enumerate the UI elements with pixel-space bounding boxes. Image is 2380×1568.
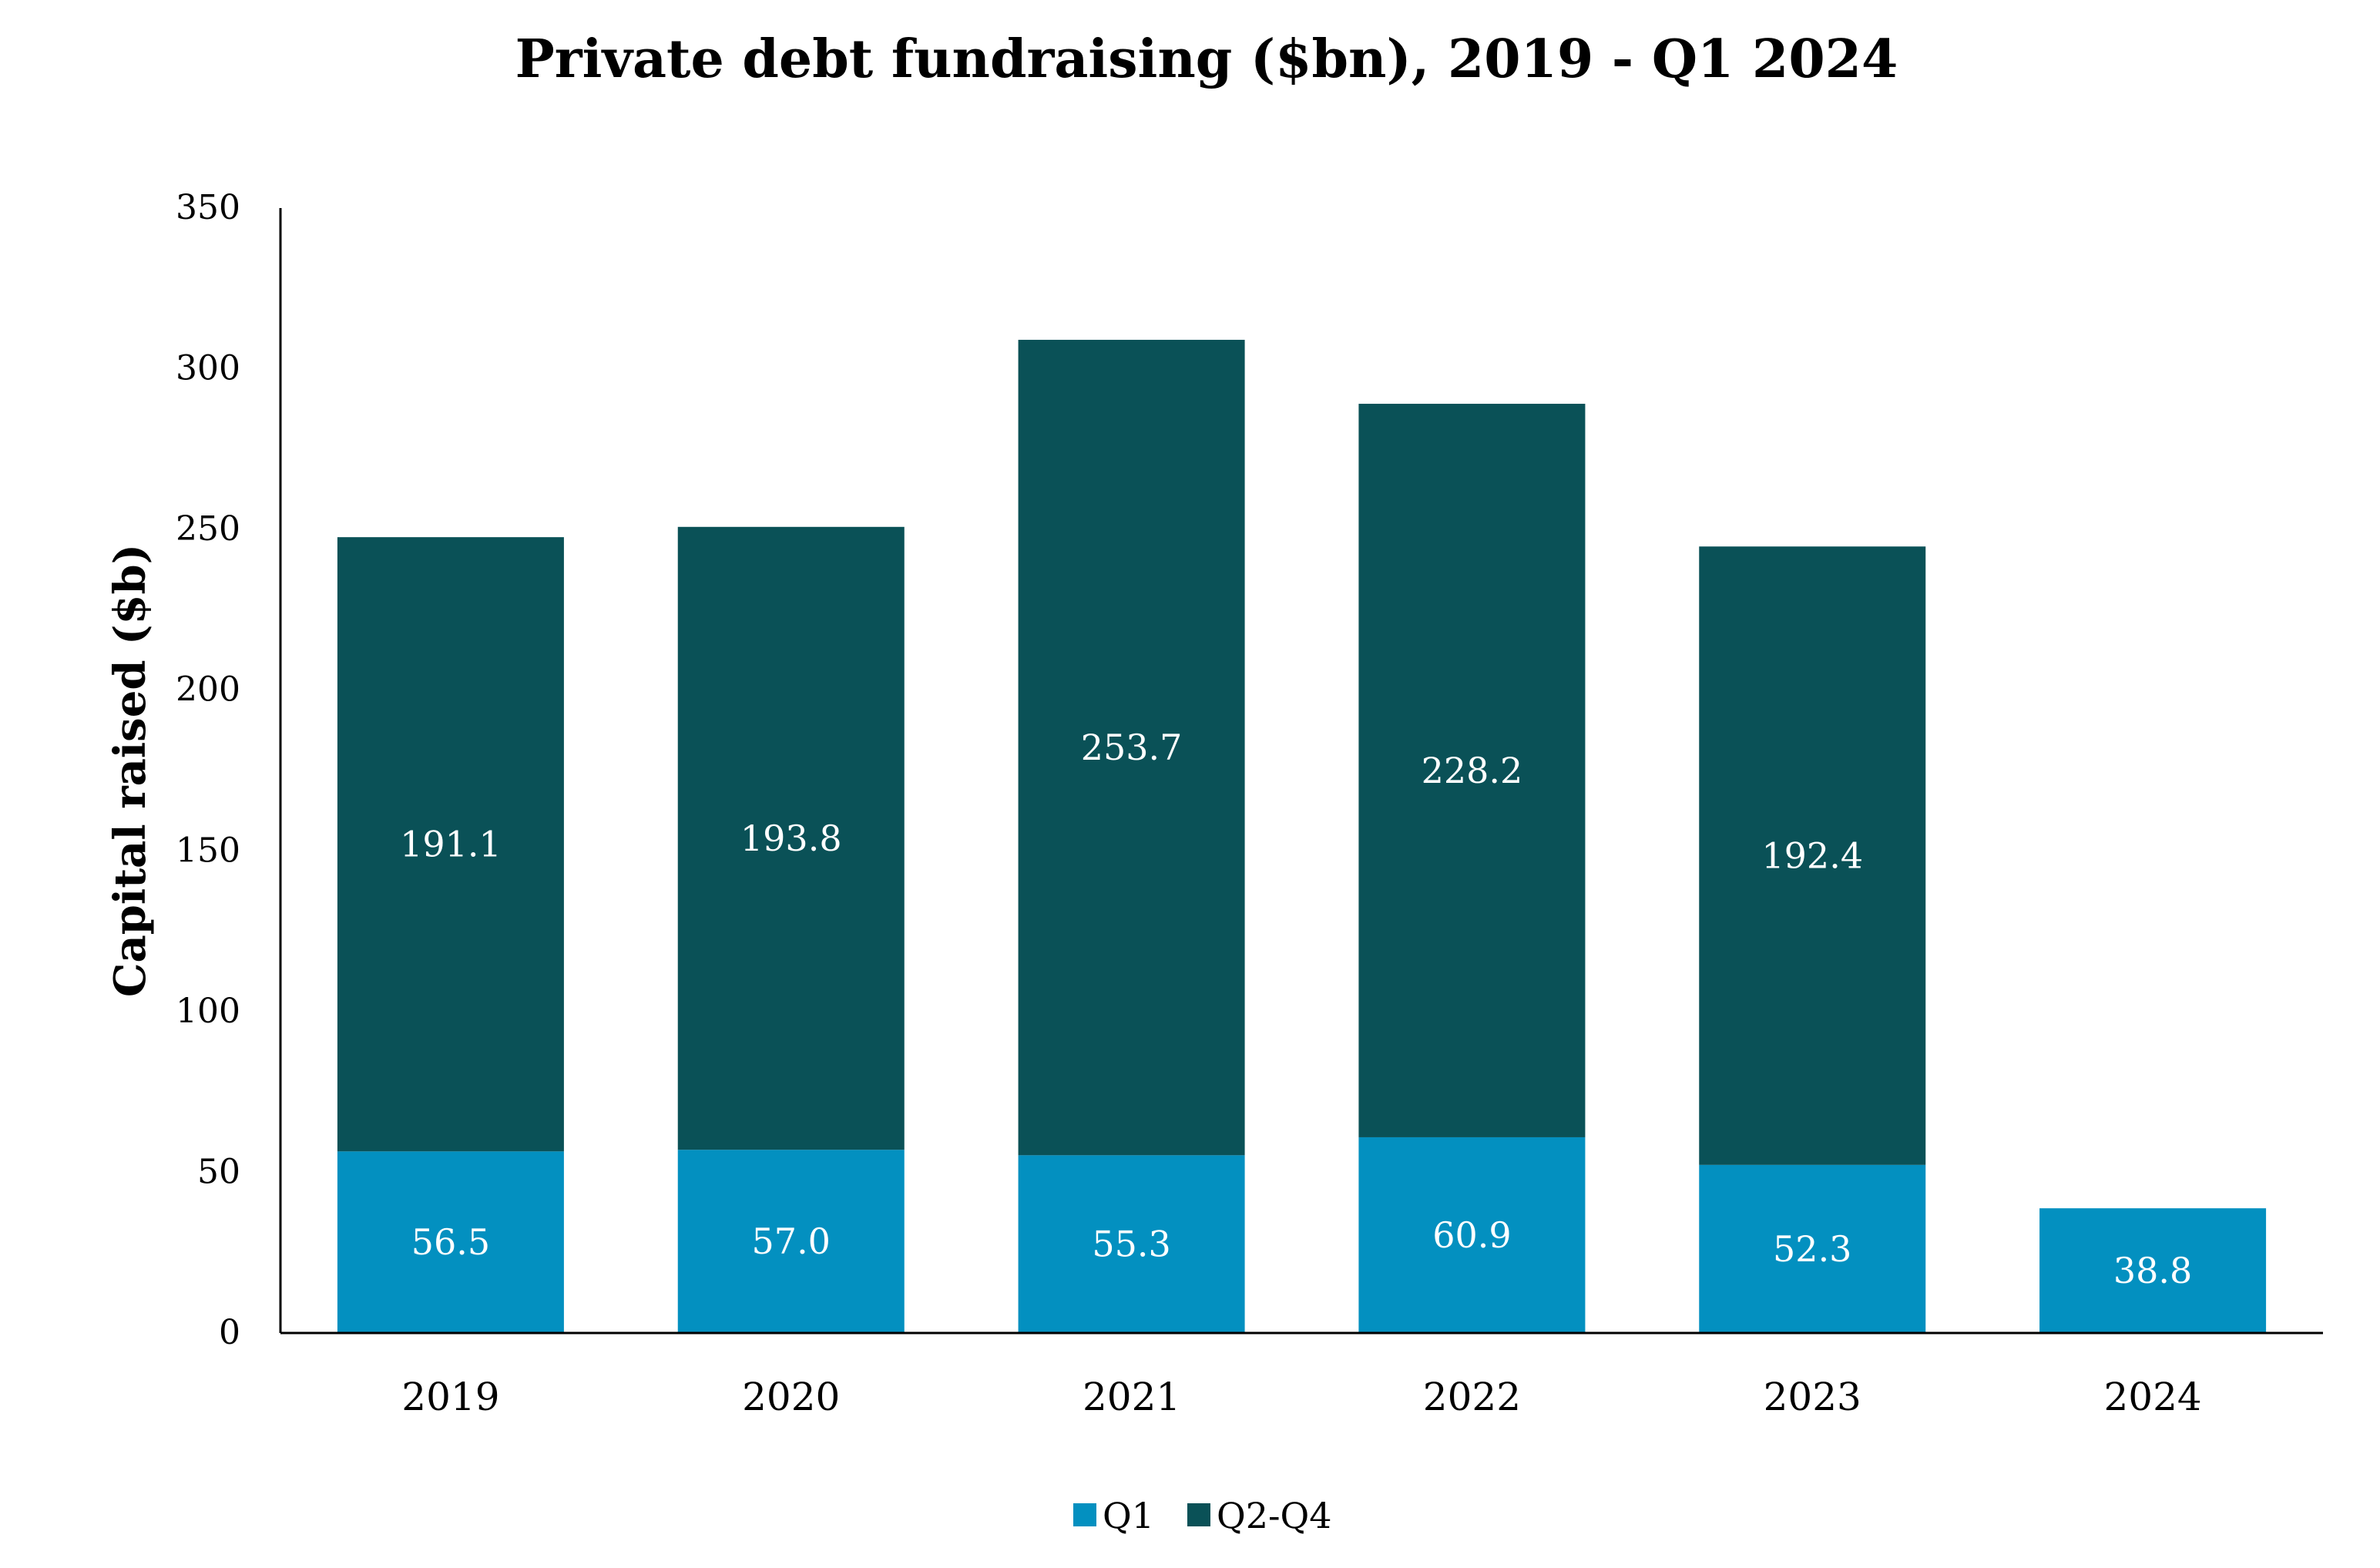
y-tick-label-0: 0	[219, 1313, 240, 1352]
y-tick-label-300: 300	[176, 349, 240, 388]
bar-q2-q4-2019	[337, 537, 564, 1152]
bar-q1-2024	[2039, 1208, 2267, 1333]
x-tick-label-2019: 2019	[401, 1375, 499, 1419]
plot-area: 56.5 191.1 57.0 193.8 55.3 253.7 60.9 228.2 52.3…	[176, 188, 2323, 1419]
data-label-q1-2023: 52.3	[1773, 1228, 1851, 1270]
bar-q1-2021	[1018, 1155, 1245, 1333]
bar-q2-q4-2020	[677, 526, 905, 1150]
data-label-q2-q4-2022: 228.2	[1422, 750, 1523, 791]
data-label-q2-q4-2019: 191.1	[400, 824, 502, 865]
data-label-q2-q4-2021: 253.7	[1081, 727, 1183, 768]
y-tick-label-100: 100	[176, 992, 240, 1031]
legend-label-q1: Q1	[1103, 1495, 1154, 1536]
y-tick-label-150: 150	[176, 831, 240, 870]
bar-q2-q4-2023	[1699, 546, 1926, 1165]
legend: Q1 Q2-Q4	[1073, 1495, 1332, 1536]
legend-label-q2-q4: Q2-Q4	[1217, 1495, 1332, 1536]
y-tick-label-200: 200	[176, 670, 240, 710]
legend-swatch-q1	[1073, 1503, 1096, 1526]
bar-q2-q4-2022	[1358, 404, 1586, 1137]
x-tick-label-2023: 2023	[1764, 1375, 1861, 1419]
y-tick-label-350: 350	[176, 188, 240, 227]
y-tick-label-50: 50	[197, 1152, 240, 1191]
data-label-q1-2021: 55.3	[1092, 1224, 1170, 1265]
bar-q1-2019	[337, 1151, 564, 1333]
data-label-q2-q4-2020: 193.8	[740, 818, 842, 859]
chart-title: Private debt fundraising ($bn), 2019 - Q…	[515, 29, 1898, 90]
bar-q2-q4-2021	[1018, 340, 1245, 1156]
data-label-q1-2020: 57.0	[752, 1220, 831, 1262]
x-tick-label-2021: 2021	[1083, 1375, 1180, 1419]
y-tick-label-250: 250	[176, 509, 240, 549]
x-tick-label-2022: 2022	[1423, 1375, 1521, 1419]
data-label-q1-2022: 60.9	[1432, 1214, 1511, 1256]
x-tick-label-2020: 2020	[742, 1375, 840, 1419]
legend-swatch-q2-q4	[1187, 1503, 1210, 1526]
data-label-q1-2024: 38.8	[2113, 1250, 2192, 1291]
bar-q1-2020	[677, 1150, 905, 1333]
y-axis-title: Capital raised ($b)	[105, 544, 156, 997]
bar-q1-2022	[1358, 1137, 1586, 1333]
bar-q1-2023	[1699, 1164, 1926, 1333]
data-label-q1-2019: 56.5	[411, 1221, 490, 1263]
data-label-q2-q4-2023: 192.4	[1761, 835, 1863, 877]
x-tick-label-2024: 2024	[2103, 1375, 2201, 1419]
